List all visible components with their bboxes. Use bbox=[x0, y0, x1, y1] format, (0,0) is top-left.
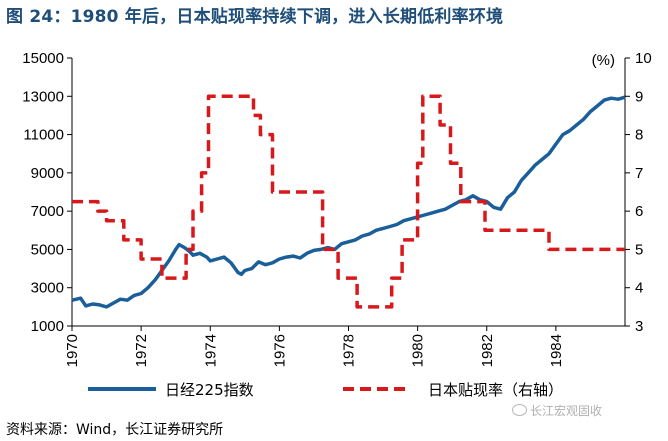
x-tick-label: 1970 bbox=[64, 334, 81, 367]
watermark-text: 长江宏观固收 bbox=[530, 404, 603, 418]
legend-label-nikkei: 日经225指数 bbox=[165, 381, 254, 399]
watermark: 长江宏观固收 bbox=[512, 402, 602, 419]
x-tick-label: 1978 bbox=[341, 334, 358, 367]
y-left-tick-label: 1000 bbox=[31, 318, 64, 335]
y-left-tick-label: 5000 bbox=[31, 241, 64, 258]
discount-rate-series-line bbox=[72, 94, 625, 309]
x-tick-label: 1974 bbox=[202, 334, 219, 367]
y-right-tick-label: 8 bbox=[635, 127, 643, 144]
axes: 15000 13000 11000 9000 7000 5000 3000 1000 10 9 8 7… bbox=[22, 50, 651, 367]
source-note: 资料来源：Wind，长江证券研究所 bbox=[6, 422, 224, 438]
legend: 日经225指数 日本贴现率（右轴） bbox=[88, 381, 563, 399]
y-left-tick-label: 7000 bbox=[31, 203, 64, 220]
y-right-axis-label: (%) bbox=[592, 52, 615, 69]
x-tick-label: 1982 bbox=[479, 334, 496, 367]
y-right-tick-label: 5 bbox=[635, 241, 643, 258]
y-right-tick-label: 10 bbox=[635, 50, 652, 67]
y-left-tick-label: 11000 bbox=[23, 127, 64, 144]
y-right-tick-label: 4 bbox=[635, 280, 643, 297]
y-right-tick-label: 9 bbox=[635, 88, 643, 105]
y-left-tick-label: 9000 bbox=[31, 165, 64, 182]
x-tick-label: 1972 bbox=[133, 334, 150, 367]
y-right-tick-label: 6 bbox=[635, 203, 643, 220]
wechat-icon bbox=[512, 404, 527, 416]
nikkei-series-line bbox=[71, 95, 626, 309]
legend-label-rate: 日本贴现率（右轴） bbox=[428, 381, 563, 399]
series-lines bbox=[71, 94, 626, 309]
y-right-tick-label: 3 bbox=[635, 318, 643, 335]
x-tick-label: 1984 bbox=[548, 334, 565, 367]
chart-title: 图 24：1980 年后，日本贴现率持续下调，进入长期低利率环境 bbox=[6, 7, 504, 27]
y-left-tick-label: 13000 bbox=[22, 88, 64, 105]
x-tick-label: 1976 bbox=[271, 334, 288, 367]
y-left-tick-label: 3000 bbox=[31, 280, 64, 297]
x-tick-label: 1980 bbox=[410, 334, 427, 367]
y-left-tick-label: 15000 bbox=[22, 50, 64, 67]
y-right-tick-label: 7 bbox=[635, 165, 643, 182]
